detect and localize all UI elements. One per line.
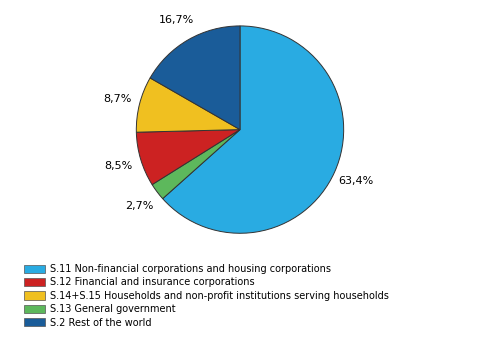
Text: 63,4%: 63,4% xyxy=(338,176,373,186)
Wedge shape xyxy=(136,78,240,132)
Wedge shape xyxy=(152,130,240,199)
Wedge shape xyxy=(150,26,240,130)
Text: 8,5%: 8,5% xyxy=(105,161,133,171)
Legend: S.11 Non-financial corporations and housing corporations, S.12 Financial and ins: S.11 Non-financial corporations and hous… xyxy=(24,264,389,328)
Text: 8,7%: 8,7% xyxy=(103,94,132,104)
Wedge shape xyxy=(136,130,240,185)
Wedge shape xyxy=(163,26,344,233)
Text: 16,7%: 16,7% xyxy=(159,15,194,25)
Text: 2,7%: 2,7% xyxy=(125,201,153,211)
